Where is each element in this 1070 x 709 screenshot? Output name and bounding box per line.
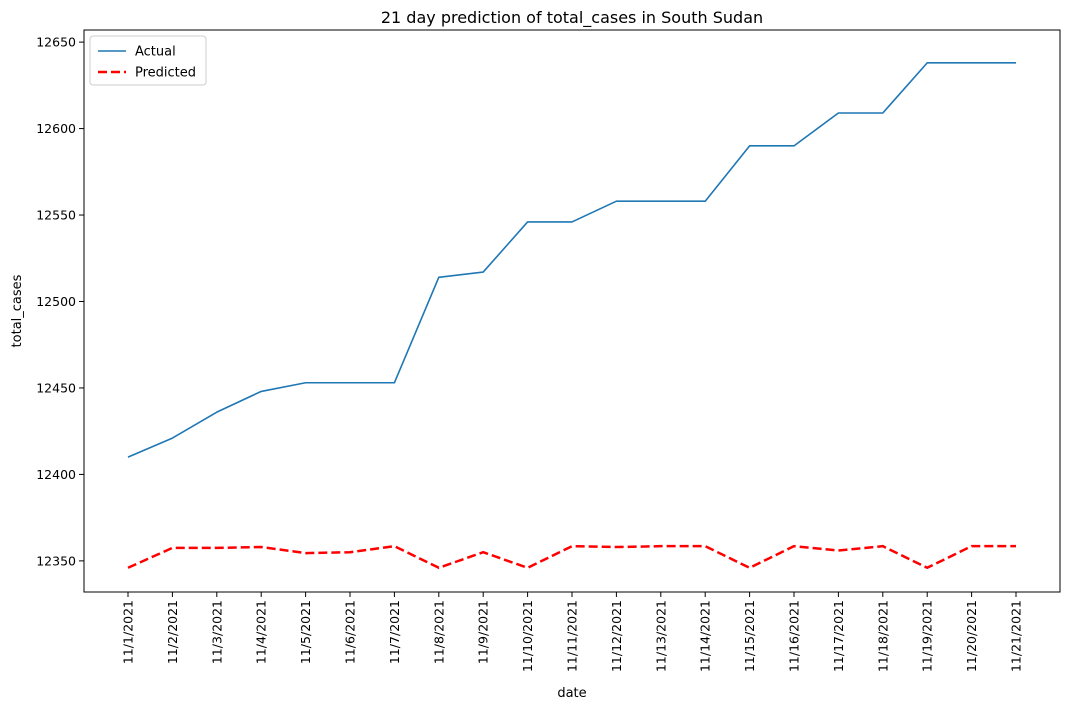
x-tick-label: 11/11/2021 [565, 600, 580, 672]
legend: Actual Predicted [89, 35, 207, 86]
legend-label: Predicted [135, 66, 196, 81]
actual-series-line [127, 62, 1016, 458]
x-tick-label: 11/8/2021 [431, 600, 446, 664]
x-tick-label: 11/15/2021 [742, 600, 757, 672]
x-tick-label: 11/21/2021 [1009, 600, 1024, 672]
x-tick-label: 11/13/2021 [653, 600, 668, 672]
plot-frame [83, 29, 1061, 593]
x-tick-label: 11/6/2021 [343, 600, 358, 664]
y-axis-title: total_cases [10, 274, 25, 347]
x-tick-label: 11/2/2021 [165, 600, 180, 664]
x-tick-label: 11/19/2021 [920, 600, 935, 672]
x-tick-label: 11/5/2021 [298, 600, 313, 664]
y-tick-label: 12600 [36, 121, 76, 136]
y-tick-label: 12500 [36, 294, 76, 309]
x-tick-label: 11/3/2021 [209, 600, 224, 664]
legend-label: Actual [135, 45, 176, 60]
x-tick-label: 11/1/2021 [121, 600, 136, 664]
plot-area [127, 62, 1017, 570]
x-axis-title: date [557, 686, 586, 701]
x-tick-label: 11/20/2021 [964, 600, 979, 672]
x-tick-label: 11/7/2021 [387, 600, 402, 664]
chart-title: 21 day prediction of total_cases in Sout… [381, 8, 763, 28]
x-tick-label: 11/17/2021 [831, 600, 846, 672]
x-tick-label: 11/4/2021 [254, 600, 269, 664]
x-tick-label: 11/16/2021 [787, 600, 802, 672]
x-tick-label: 11/12/2021 [609, 600, 624, 672]
x-tick-label: 11/10/2021 [520, 600, 535, 672]
y-tick-label: 12450 [36, 380, 76, 395]
y-tick-label: 12350 [36, 553, 76, 568]
y-axis: 12350 12400 12450 12500 12550 12600 12650 [36, 35, 84, 568]
y-tick-label: 12550 [36, 208, 76, 223]
y-tick-label: 12650 [36, 35, 76, 50]
y-tick-label: 12400 [36, 467, 76, 482]
x-tick-label: 11/9/2021 [476, 600, 491, 664]
x-tick-label: 11/14/2021 [698, 600, 713, 672]
predicted-series-line [127, 544, 1016, 570]
x-axis: 11/1/2021 11/2/2021 11/3/2021 11/4/2021 11/5… [121, 592, 1024, 672]
x-tick-label: 11/18/2021 [875, 600, 890, 672]
